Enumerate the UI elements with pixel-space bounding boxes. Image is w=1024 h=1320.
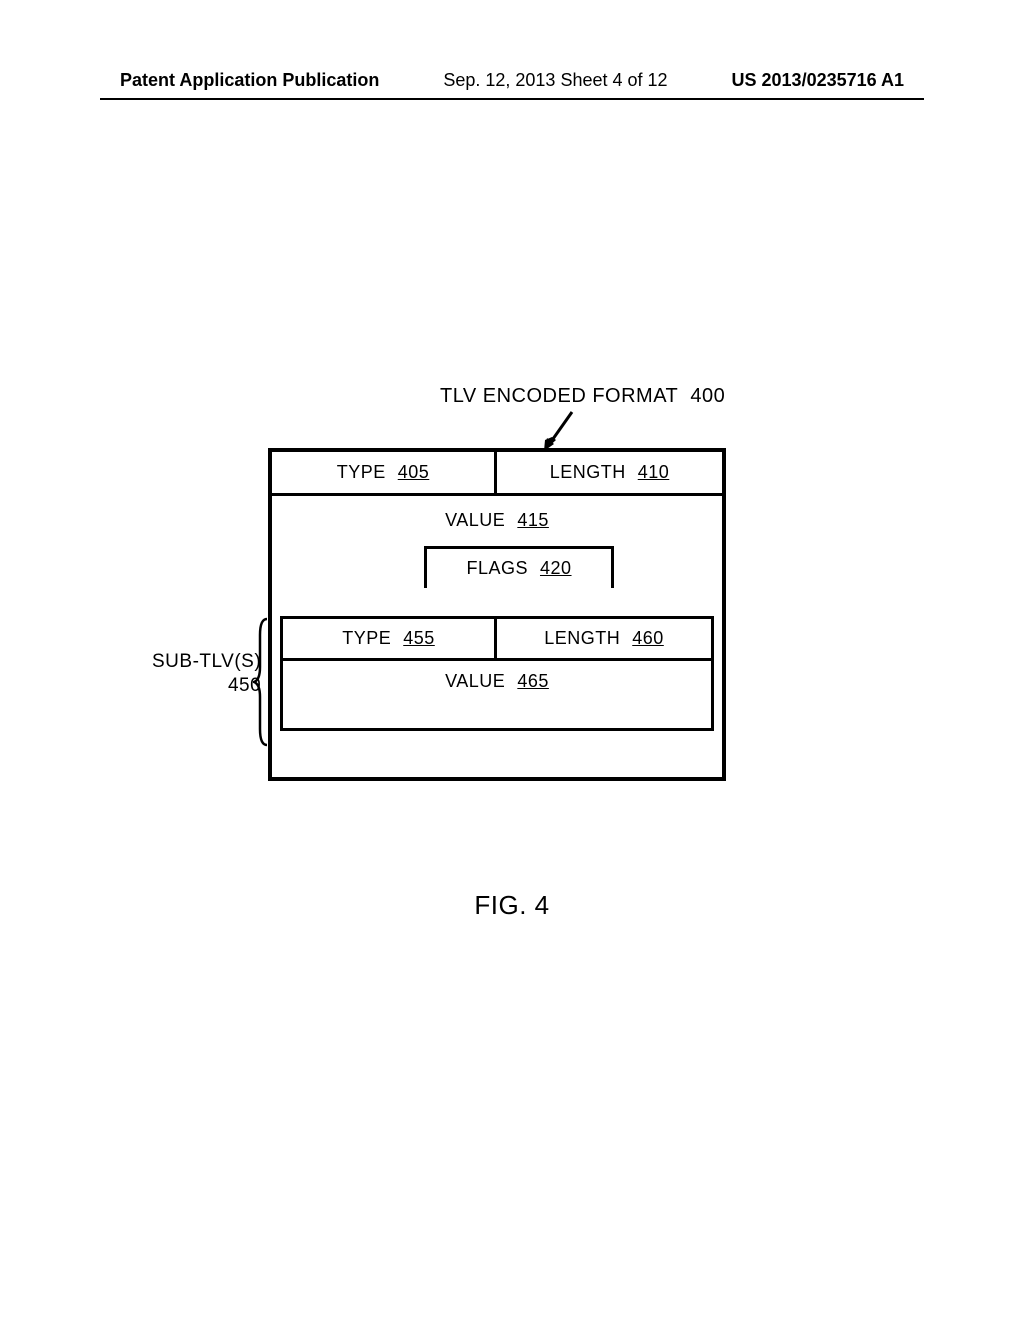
pointer-arrow <box>542 410 582 452</box>
tlv-value-label: VALUE <box>445 510 505 530</box>
diagram-title: TLV ENCODED FORMAT 400 <box>440 385 725 408</box>
tlv-value-area: VALUE 415 FLAGS 420 <box>272 496 722 616</box>
subtlv-type-label: TYPE <box>342 628 391 648</box>
figure-label: FIG. 4 <box>0 890 1024 921</box>
tlv-length-ref: 410 <box>638 462 670 482</box>
header-left: Patent Application Publication <box>120 70 379 91</box>
tlv-value-label-row: VALUE 415 <box>272 510 722 531</box>
subtlv-side-label-1: SUB-TLV(S) <box>152 651 261 672</box>
page-header: Patent Application Publication Sep. 12, … <box>0 70 1024 91</box>
tlv-flags-label: FLAGS <box>466 558 528 578</box>
tlv-value-ref: 415 <box>517 510 549 530</box>
tlv-flags-ref: 420 <box>540 558 572 578</box>
subtlv-header-row: TYPE 455 LENGTH 460 <box>283 619 711 658</box>
tlv-outer-box: TYPE 405 LENGTH 410 VALUE 415 FLAGS 420 TYPE… <box>268 448 726 781</box>
header-rule <box>100 98 924 100</box>
tlv-header-row: TYPE 405 LENGTH 410 <box>272 452 722 496</box>
header-right: US 2013/0235716 A1 <box>732 70 904 91</box>
subtlv-box: TYPE 455 LENGTH 460 VALUE 465 <box>280 616 714 731</box>
subtlv-length-ref: 460 <box>632 628 664 648</box>
bottom-pad <box>272 731 722 777</box>
subtlv-container: TYPE 455 LENGTH 460 VALUE 465 <box>280 616 714 731</box>
title-text: TLV ENCODED FORMAT <box>440 385 678 407</box>
subtlv-value-ref: 465 <box>517 671 549 691</box>
tlv-length-cell: LENGTH 410 <box>497 452 722 493</box>
tlv-type-cell: TYPE 405 <box>272 452 497 493</box>
brace-icon <box>253 617 273 747</box>
subtlv-side-label: SUB-TLV(S) 450 <box>152 650 261 698</box>
subtlv-length-cell: LENGTH 460 <box>497 619 711 658</box>
tlv-type-label: TYPE <box>337 462 386 482</box>
subtlv-value-cell: VALUE 465 <box>283 658 711 728</box>
title-ref: 400 <box>690 385 725 407</box>
tlv-length-label: LENGTH <box>550 462 626 482</box>
subtlv-value-label: VALUE <box>445 671 505 691</box>
tlv-flags-box: FLAGS 420 <box>424 546 614 588</box>
tlv-type-ref: 405 <box>398 462 430 482</box>
subtlv-type-cell: TYPE 455 <box>283 619 497 658</box>
header-center: Sep. 12, 2013 Sheet 4 of 12 <box>443 70 667 91</box>
subtlv-type-ref: 455 <box>403 628 435 648</box>
subtlv-length-label: LENGTH <box>544 628 620 648</box>
